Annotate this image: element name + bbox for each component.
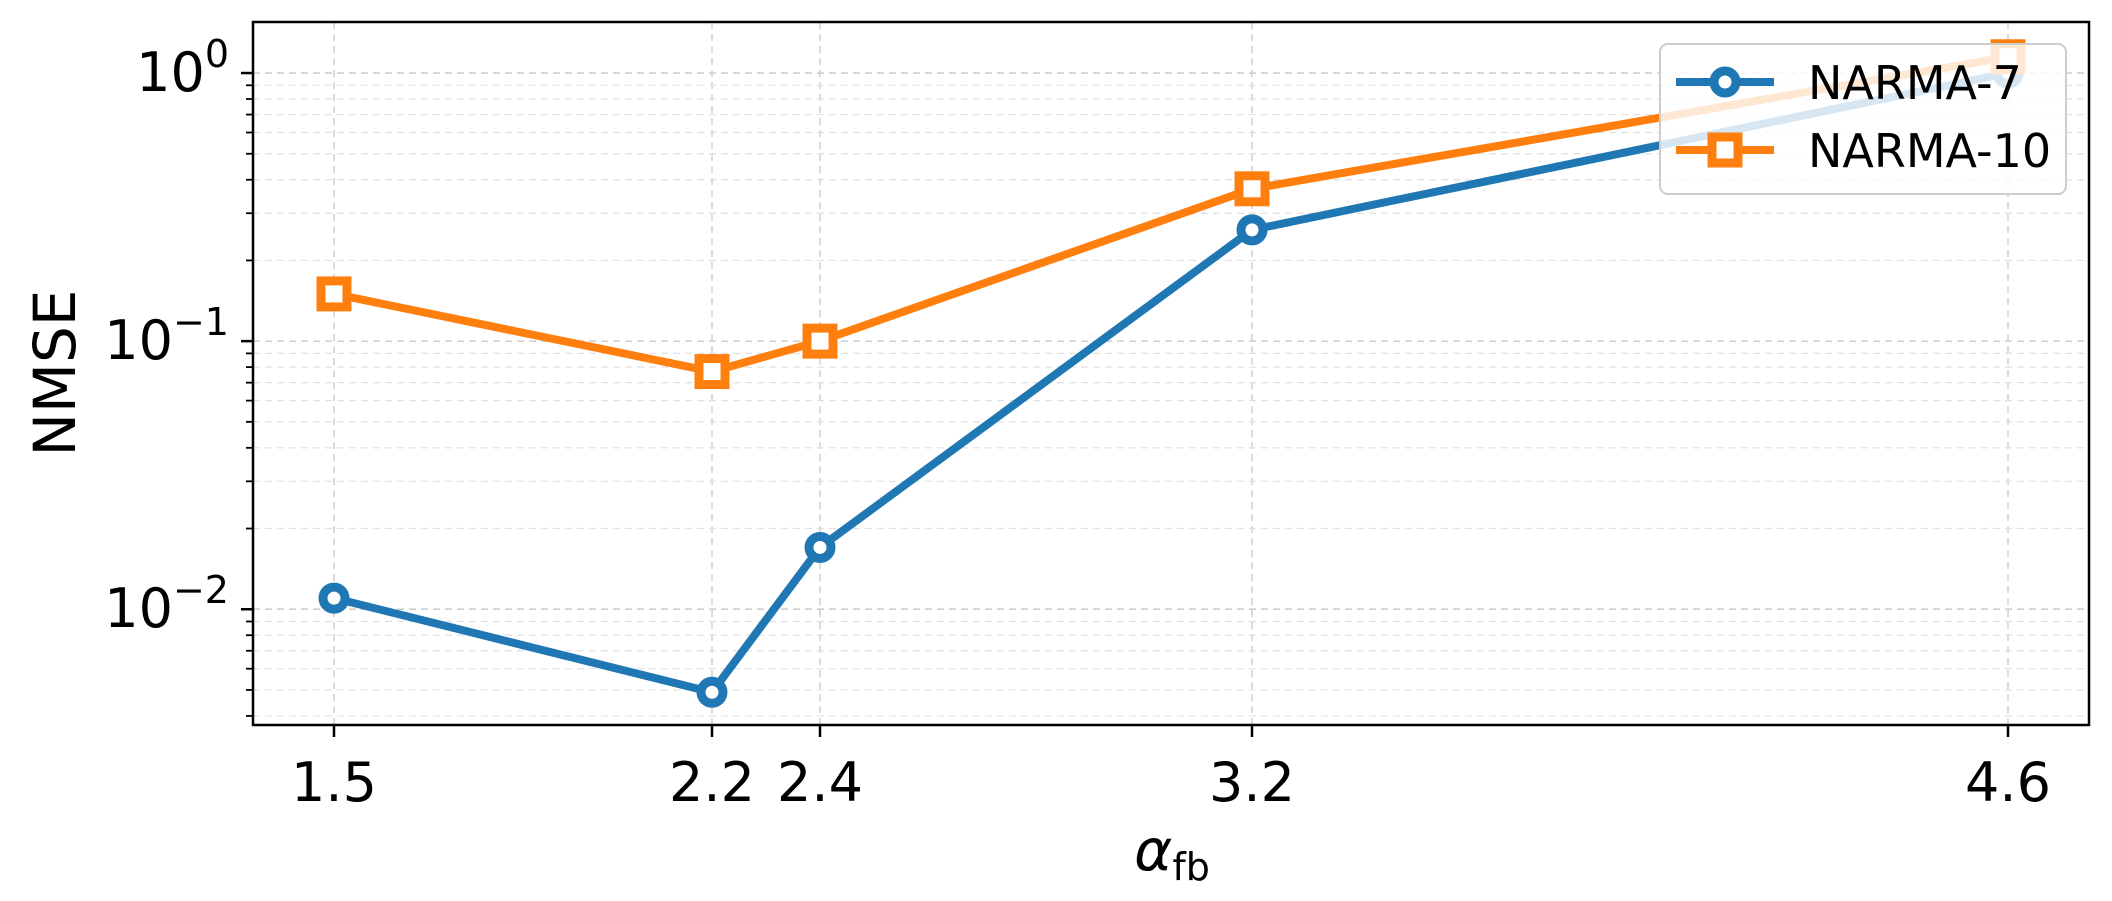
plot-frame	[251, 20, 2091, 727]
y-tick-label-base: 10	[104, 309, 173, 372]
x-tick-label: 3.2	[1209, 751, 1295, 814]
y-tick-label-base: 10	[104, 577, 173, 640]
y-tick-label: 100	[136, 32, 229, 104]
data-point-narma-10	[316, 276, 352, 312]
legend-marker-narma-7	[1709, 66, 1741, 98]
legend: NARMA-7 NARMA-10	[1659, 43, 2067, 195]
x-axis-title-subscript: fb	[1172, 845, 1210, 889]
x-tick-label: 2.2	[669, 751, 755, 814]
data-point-narma-7	[318, 582, 350, 614]
series-layer	[316, 39, 2026, 708]
data-point-narma-7	[804, 531, 836, 563]
legend-label-narma-7: NARMA-7	[1808, 56, 2022, 110]
y-tick-label-base: 10	[136, 41, 205, 104]
x-axis-title-main: α	[1134, 816, 1172, 884]
data-point-narma-7	[696, 676, 728, 708]
y-axis-title: NMSE	[21, 290, 89, 457]
data-point-narma-7	[1236, 214, 1268, 246]
y-tick-label-exponent: 0	[205, 32, 229, 76]
y-tick-label-exponent: −1	[173, 300, 229, 344]
x-tick-label: 4.6	[1965, 751, 2051, 814]
legend-label-narma-10: NARMA-10	[1808, 124, 2051, 178]
x-tick-label: 2.4	[777, 751, 863, 814]
x-tick-label: 1.5	[291, 751, 377, 814]
data-point-narma-10	[802, 323, 838, 359]
y-tick-label-exponent: −2	[173, 568, 229, 612]
y-tick-label: 10−2	[104, 568, 229, 640]
legend-marker-narma-10	[1707, 132, 1743, 168]
y-tick-label: 10−1	[104, 300, 229, 372]
data-point-narma-10	[694, 354, 730, 390]
data-point-narma-10	[1234, 171, 1270, 207]
x-axis-title: αfb	[1134, 816, 1210, 889]
